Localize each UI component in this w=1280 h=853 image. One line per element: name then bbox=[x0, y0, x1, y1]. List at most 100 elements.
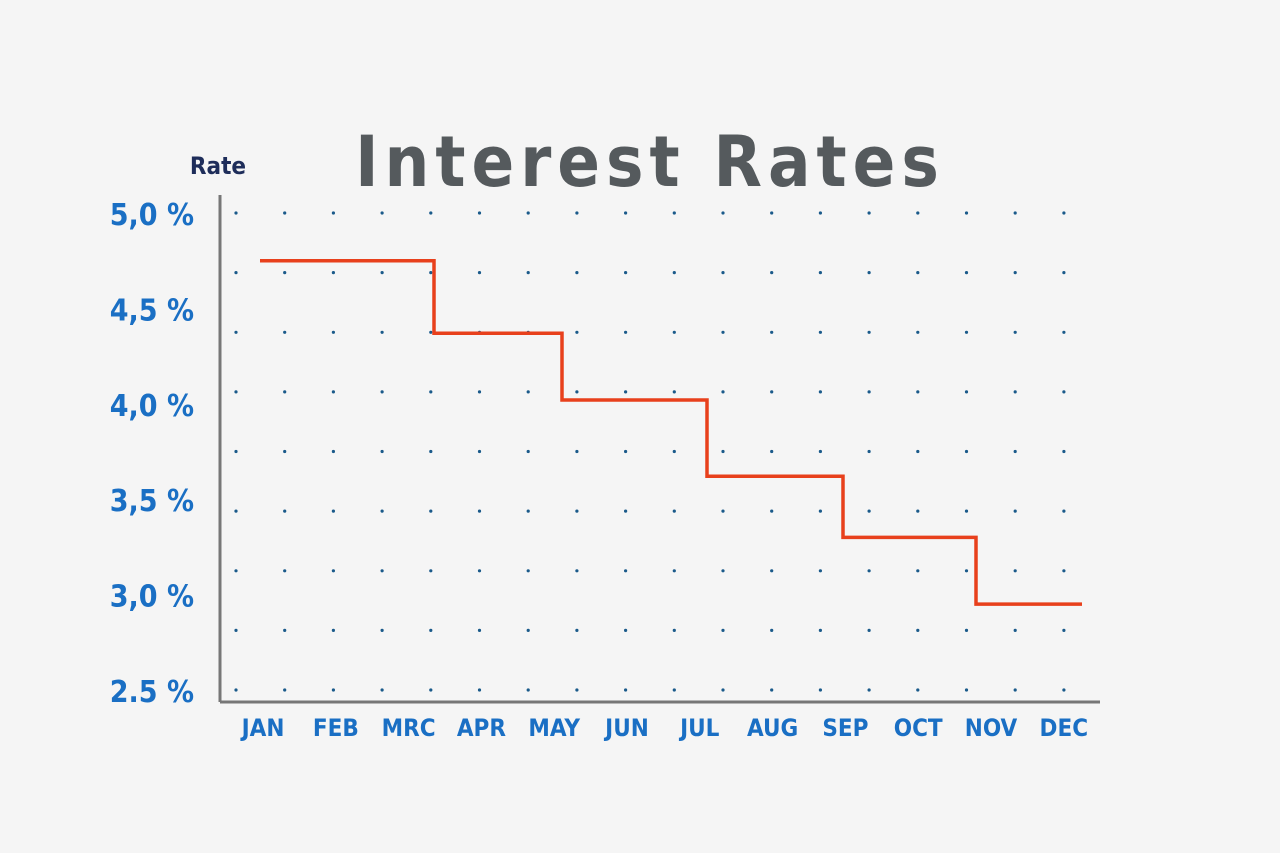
grid-dot bbox=[624, 509, 628, 513]
y-tick-label: 4,0 % bbox=[110, 389, 194, 424]
grid-dot bbox=[721, 330, 725, 334]
grid-dot bbox=[1013, 569, 1017, 573]
grid-dot bbox=[331, 211, 335, 215]
grid-dot bbox=[964, 211, 969, 215]
grid-dot bbox=[916, 509, 920, 513]
grid-dot bbox=[672, 628, 676, 633]
chart-title: Interest Rates bbox=[355, 121, 945, 203]
x-tick-label: JUL bbox=[678, 714, 720, 742]
grid-dot bbox=[964, 390, 969, 394]
grid-dot bbox=[916, 390, 920, 394]
grid-dot bbox=[380, 211, 384, 215]
grid-dot bbox=[575, 330, 579, 334]
grid-dot bbox=[818, 569, 823, 573]
grid-dot bbox=[526, 628, 530, 633]
grid-dot bbox=[1062, 449, 1066, 454]
grid-dot bbox=[283, 271, 287, 275]
grid-dot bbox=[1062, 688, 1066, 692]
grid-dot bbox=[234, 628, 238, 633]
grid-dot bbox=[429, 390, 433, 394]
grid-dot bbox=[234, 449, 238, 454]
grid-dot bbox=[575, 509, 579, 513]
grid-dot bbox=[624, 330, 628, 334]
grid-dot bbox=[331, 330, 335, 334]
grid-dot bbox=[1013, 688, 1017, 692]
grid-dot bbox=[770, 330, 774, 334]
x-tick-label: APR bbox=[457, 714, 507, 742]
x-tick-label: NOV bbox=[965, 714, 1018, 742]
grid-dot bbox=[1013, 390, 1017, 394]
grid-dot bbox=[331, 271, 335, 275]
grid-dot bbox=[916, 271, 920, 275]
grid-dot bbox=[916, 330, 920, 334]
grid-dot bbox=[429, 509, 433, 513]
grid-dot bbox=[429, 688, 433, 692]
grid-dot bbox=[867, 509, 871, 513]
grid-dot bbox=[331, 688, 335, 692]
grid-dot bbox=[770, 509, 774, 513]
grid-dot bbox=[283, 509, 287, 513]
grid-dot bbox=[575, 211, 579, 215]
grid-dot bbox=[721, 271, 725, 275]
grid-dot bbox=[624, 449, 628, 454]
grid-dot bbox=[672, 449, 676, 454]
grid-dot bbox=[1013, 271, 1017, 275]
grid-dot bbox=[526, 390, 530, 394]
y-tick-label: 3,5 % bbox=[110, 484, 194, 519]
grid-dot bbox=[380, 569, 384, 573]
grid-dot bbox=[1062, 569, 1066, 573]
grid-dot bbox=[429, 211, 433, 215]
grid-dot bbox=[380, 449, 384, 454]
series bbox=[260, 258, 1082, 606]
grid-dot bbox=[867, 449, 871, 454]
grid-dot bbox=[575, 569, 579, 573]
grid-dot bbox=[818, 688, 823, 692]
grid-dot bbox=[721, 211, 725, 215]
x-tick-label: MRC bbox=[382, 714, 436, 742]
grid-dot bbox=[624, 211, 628, 215]
grid-dot bbox=[818, 509, 823, 513]
x-tick-labels: JAN FEB MRC APR MAY JUN JUL AUG SEP OCT NOV DEC bbox=[240, 714, 1088, 742]
grid-dot bbox=[1062, 211, 1066, 215]
x-tick-label: MAY bbox=[528, 714, 580, 742]
series-line bbox=[260, 258, 1082, 606]
grid-dot bbox=[380, 688, 384, 692]
grid-dot bbox=[429, 628, 433, 633]
y-tick-label: 2.5 % bbox=[110, 675, 194, 710]
grid-dot bbox=[1062, 628, 1066, 633]
grid-dot bbox=[477, 211, 482, 215]
grid-dot bbox=[283, 688, 287, 692]
grid-dot bbox=[964, 509, 969, 513]
grid-dot bbox=[477, 449, 482, 454]
grid-dot bbox=[526, 271, 530, 275]
x-tick-label: DEC bbox=[1040, 714, 1089, 742]
grid-dot bbox=[818, 449, 823, 454]
grid-dot bbox=[477, 628, 482, 633]
grid-dot bbox=[770, 390, 774, 394]
grid-dot bbox=[526, 449, 530, 454]
grid-dot bbox=[672, 271, 676, 275]
grid-dot bbox=[916, 211, 920, 215]
grid-dot bbox=[916, 688, 920, 692]
grid-dot bbox=[575, 449, 579, 454]
grid-dot bbox=[234, 271, 238, 275]
grid-dot bbox=[721, 569, 725, 573]
grid-dot bbox=[234, 330, 238, 334]
grid-dot bbox=[575, 628, 579, 633]
grid-dot bbox=[380, 509, 384, 513]
grid-dot bbox=[672, 509, 676, 513]
grid-dot bbox=[818, 211, 823, 215]
grid-dot bbox=[380, 330, 384, 334]
grid-dot bbox=[234, 509, 238, 513]
grid-dot bbox=[867, 688, 871, 692]
grid-dot bbox=[283, 390, 287, 394]
y-tick-label: 4,5 % bbox=[110, 293, 194, 328]
grid-dot bbox=[331, 628, 335, 633]
grid-dot bbox=[526, 688, 530, 692]
grid-dot bbox=[770, 688, 774, 692]
grid-dot bbox=[1013, 628, 1017, 633]
grid-dot bbox=[964, 628, 969, 633]
grid-dot bbox=[624, 569, 628, 573]
